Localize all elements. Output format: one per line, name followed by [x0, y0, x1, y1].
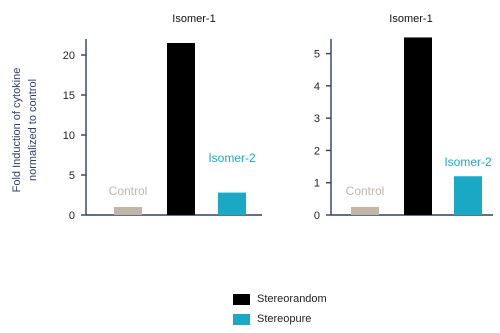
y-tick-label: 3: [314, 113, 320, 125]
bar-isomer-1: [404, 37, 432, 215]
bar-label-control: Control: [346, 184, 385, 198]
bar-isomer-2: [454, 176, 482, 215]
y-tick-label: 0: [314, 210, 320, 222]
y-axis-label-line1: Fold Induction of cytokine: [11, 68, 23, 193]
bar-label-isomer-2: Isomer-2: [208, 151, 256, 165]
bar-control: [351, 206, 379, 215]
bar-isomer-2: [218, 192, 246, 215]
legend-label-stereopure: Stereopure: [257, 313, 312, 325]
y-tick-label: 10: [63, 130, 75, 142]
bar-label-isomer-2: Isomer-2: [444, 155, 492, 169]
y-axis-label-line2: normalized to control: [27, 79, 39, 181]
bar-label-isomer-1: Isomer-1: [389, 13, 432, 25]
legend: Stereorandom Stereopure: [233, 289, 327, 329]
y-tick-label: 4: [314, 81, 320, 93]
bar-control: [114, 207, 142, 215]
bar-label-control: Control: [109, 184, 148, 198]
bar-isomer-1: [167, 43, 195, 215]
bar-label-isomer-1: Isomer-1: [172, 13, 215, 25]
legend-swatch-stereopure: [233, 313, 250, 325]
y-tick-label: 1: [314, 178, 320, 190]
legend-label-stereorandom: Stereorandom: [257, 293, 327, 305]
y-tick-label: 2: [314, 145, 320, 157]
y-axis-label: Fold Induction of cytokine normalized to…: [11, 68, 39, 193]
y-tick-label: 5: [314, 49, 320, 61]
legend-item-stereorandom: Stereorandom: [233, 289, 327, 309]
y-tick-label: 20: [63, 50, 75, 62]
y-tick-label: 0: [69, 210, 75, 222]
legend-item-stereopure: Stereopure: [233, 309, 327, 329]
y-tick-label: 15: [63, 90, 75, 102]
y-tick-label: 5: [69, 170, 75, 182]
legend-swatch-stereorandom: [233, 293, 250, 305]
